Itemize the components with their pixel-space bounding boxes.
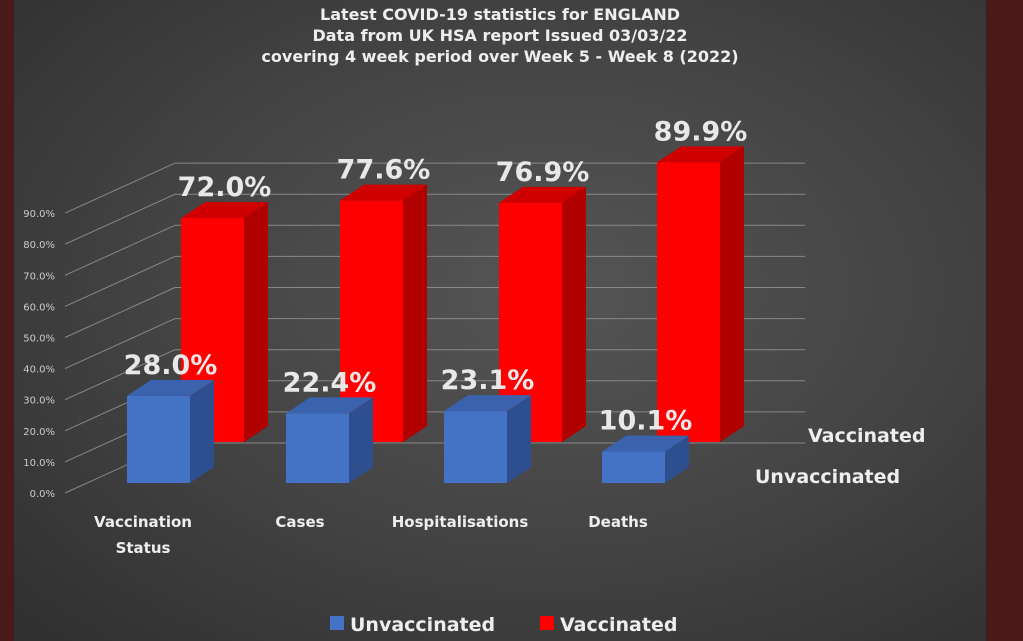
bar-unvaccinated (127, 395, 190, 483)
y-tick-label: 60.0% (23, 302, 55, 313)
bar-vaccinated-side (562, 186, 586, 442)
legend-label-vaccinated: Vaccinated (560, 614, 677, 636)
bar-vaccinated-side (720, 146, 744, 442)
y-tick-label: 70.0% (23, 271, 55, 282)
bar-unvaccinated-data-label: 10.1% (599, 406, 693, 437)
bar-unvaccinated (444, 411, 507, 483)
gridline-diagonal (64, 255, 176, 307)
title-line-2: Data from UK HSA report Issued 03/03/22 (312, 26, 688, 45)
category-label: Deaths (588, 513, 648, 531)
bar-vaccinated-side (244, 202, 268, 442)
title-line-3: covering 4 week period over Week 5 - Wee… (261, 47, 739, 66)
chart-title: Latest COVID-19 statistics for ENGLAND D… (14, 4, 986, 67)
bar-vaccinated-top (340, 184, 427, 201)
bar-vaccinated-data-label: 89.9% (654, 116, 748, 147)
category-label: Vaccination (94, 513, 192, 531)
title-line-1: Latest COVID-19 statistics for ENGLAND (320, 5, 680, 24)
bar-unvaccinated-top (602, 435, 689, 452)
bar-vaccinated (657, 162, 720, 442)
gridline-diagonal (64, 349, 176, 401)
y-tick-label: 30.0% (23, 396, 55, 407)
y-tick-label: 50.0% (23, 334, 55, 345)
row-label-vaccinated: Vaccinated (808, 425, 925, 447)
gridline-diagonal (64, 224, 176, 276)
gridline-diagonal (64, 318, 176, 370)
category-label: Cases (275, 513, 324, 531)
y-tick-label: 0.0% (30, 489, 55, 500)
bar-unvaccinated (286, 413, 349, 483)
bar-unvaccinated-side (349, 397, 373, 483)
bar-unvaccinated-side (665, 435, 689, 483)
category-label: Status (116, 539, 171, 557)
bar-vaccinated-top (181, 202, 268, 219)
bar-unvaccinated-side (190, 379, 214, 483)
category-label: Hospitalisations (392, 513, 529, 531)
gridline-diagonal (64, 162, 176, 214)
bar-vaccinated-top (657, 146, 744, 163)
legend-swatch-vaccinated (540, 616, 554, 630)
chart-area: Latest COVID-19 statistics for ENGLAND D… (14, 0, 986, 641)
y-tick-label: 20.0% (23, 427, 55, 438)
gridline-diagonal (64, 287, 176, 338)
bar-vaccinated-data-label: 76.9% (496, 157, 590, 188)
bar-chart-3d: 0.0% 10.0% 20.0% 30.0% 40.0% 50.0% 60.0% 70.0% 8… (23, 116, 925, 636)
bar-unvaccinated-data-label: 23.1% (441, 365, 535, 396)
y-tick-label: 90.0% (23, 209, 55, 220)
y-tick-label: 40.0% (23, 365, 55, 376)
bar-unvaccinated-data-label: 22.4% (283, 367, 377, 398)
bar-unvaccinated (602, 451, 665, 483)
bar-unvaccinated-side (507, 395, 531, 483)
bar-unvaccinated-top (286, 397, 373, 414)
y-tick-label: 80.0% (23, 240, 55, 251)
legend-label-unvaccinated: Unvaccinated (350, 614, 495, 636)
bar-unvaccinated-top (444, 395, 531, 412)
bar-vaccinated-data-label: 77.6% (337, 155, 431, 186)
gridline-diagonal (64, 193, 176, 245)
bar-vaccinated-top (499, 186, 586, 203)
row-label-unvaccinated: Unvaccinated (755, 466, 900, 488)
bar-vaccinated-side (403, 184, 427, 442)
bar-vaccinated-data-label: 72.0% (178, 172, 272, 203)
y-tick-label: 10.0% (23, 458, 55, 469)
bar-unvaccinated-data-label: 28.0% (124, 350, 218, 381)
bar-unvaccinated-top (127, 379, 214, 396)
legend-swatch-unvaccinated (330, 616, 344, 630)
